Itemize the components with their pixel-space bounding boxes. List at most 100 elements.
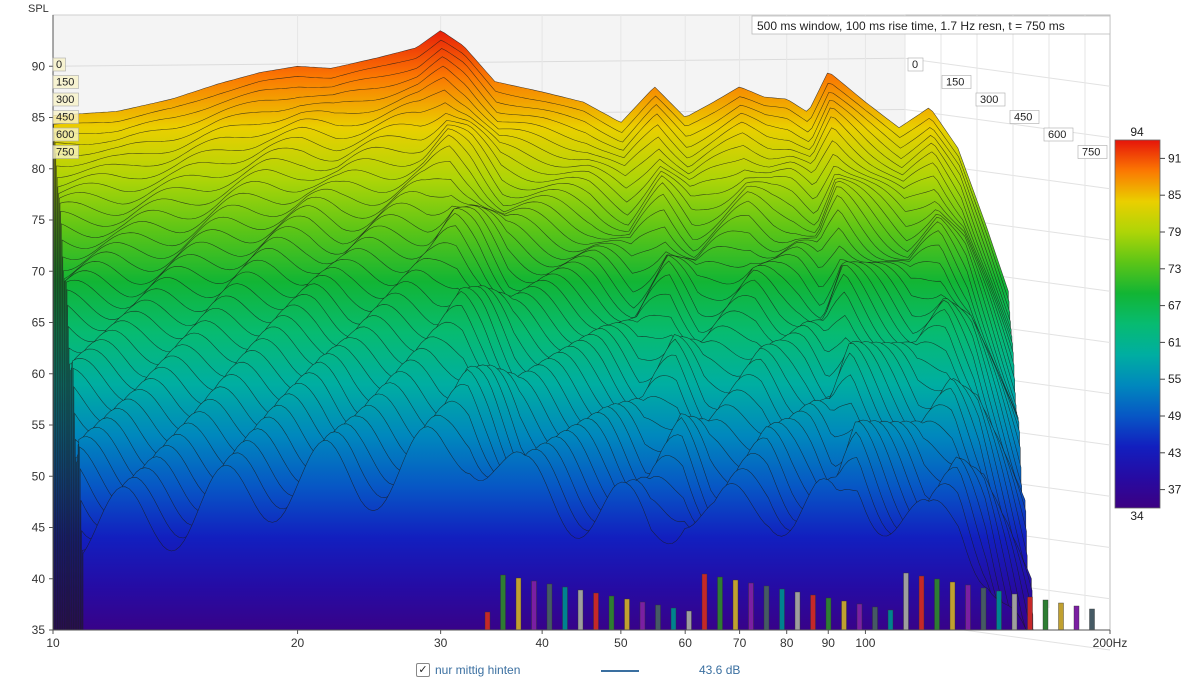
marker-bar (670, 607, 677, 631)
time-tick-box-left (52, 57, 66, 72)
marker-bar (918, 575, 925, 631)
legend: ✓ nur mittig hinten 43.6 dB (0, 660, 1200, 682)
time-tick-box-left (52, 75, 79, 89)
time-tick-label-left: 300 (56, 94, 74, 106)
marker-bar (608, 595, 615, 631)
marker-bar (903, 572, 909, 631)
marker-bar (934, 578, 940, 631)
marker-bar (825, 597, 832, 631)
marker-bar (856, 603, 863, 631)
time-tick-label-right: 450 (1014, 112, 1032, 124)
time-tick-box-left (52, 92, 79, 107)
legend-line-swatch (601, 670, 639, 672)
y-tick-label: 60 (32, 367, 46, 381)
marker-bar (639, 601, 646, 631)
marker-bar (500, 574, 506, 631)
marker-bar (841, 600, 847, 631)
colorbar-tick-label: 91 (1168, 151, 1182, 165)
colorbar-tick-label: 73 (1168, 262, 1182, 276)
time-tick-box-right (1043, 127, 1074, 142)
x-tick-label: 20 (291, 636, 305, 650)
legend-series-name: nur mittig hinten (435, 663, 521, 677)
time-tick-label-right: 750 (1082, 147, 1100, 159)
time-tick-box-right (975, 92, 1006, 107)
y-tick-label: 90 (32, 59, 46, 73)
marker-bar (996, 590, 1002, 631)
y-tick-label: 65 (32, 316, 46, 330)
y-tick-label: 80 (32, 162, 46, 176)
x-tick-label: 80 (780, 636, 794, 650)
colorbar-tick-label: 85 (1168, 188, 1182, 202)
legend-checkbox[interactable]: ✓ (416, 663, 430, 677)
x-tick-label: 10 (46, 636, 60, 650)
colorbar-tick-label: 61 (1168, 335, 1182, 349)
marker-bar (732, 579, 739, 631)
time-tick-box-right (941, 75, 972, 89)
x-tick-label: 60 (679, 636, 693, 650)
x-tick-label: 200Hz (1093, 636, 1128, 650)
marker-bar (546, 583, 553, 631)
y-tick-label: 85 (32, 111, 46, 125)
y-tick-label: 40 (32, 572, 46, 586)
time-tick-label-left: 0 (56, 59, 62, 71)
marker-bar (748, 582, 754, 631)
marker-bar (887, 609, 894, 631)
marker-bar (763, 585, 770, 631)
time-tick-label-left: 750 (56, 147, 74, 159)
marker-bar (779, 588, 785, 631)
x-tick-label: 100 (855, 636, 875, 650)
waterfall-slice (82, 426, 1039, 631)
marker-bar (794, 591, 801, 631)
time-tick-box-right (1077, 145, 1108, 159)
marker-bar (949, 581, 956, 631)
marker-bar (872, 606, 878, 631)
colorbar-tick-label: 67 (1168, 299, 1182, 313)
marker-bar (1058, 602, 1064, 631)
grid-line-h (52, 57, 906, 67)
chart-title: 500 ms window, 100 ms rise time, 1.7 Hz … (757, 19, 1065, 33)
marker-bar (1011, 593, 1018, 631)
colorbar-tick-label: 43 (1168, 446, 1182, 460)
time-tick-box-left (52, 145, 79, 159)
time-tick-box-left (52, 127, 79, 142)
x-tick-label: 50 (614, 636, 628, 650)
marker-bar (624, 598, 630, 631)
time-tick-label-left: 600 (56, 129, 74, 141)
legend-value: 43.6 dB (699, 663, 741, 677)
time-tick-box-right (1009, 110, 1040, 124)
grid-line-side (904, 109, 1111, 138)
colorbar-tick-label: 55 (1168, 372, 1182, 386)
time-tick-label-right: 0 (912, 59, 918, 71)
marker-bar (655, 604, 661, 631)
colorbar-tick-label: 49 (1168, 409, 1182, 423)
marker-bar (1027, 596, 1033, 631)
y-tick-label: 70 (32, 264, 46, 278)
marker-bar (965, 584, 971, 631)
y-tick-label: 50 (32, 469, 46, 483)
marker-bar (531, 580, 537, 631)
x-tick-label: 70 (733, 636, 747, 650)
time-tick-label-left: 150 (56, 77, 74, 89)
marker-bar (577, 589, 584, 631)
x-tick-label: 90 (822, 636, 836, 650)
marker-bar (1089, 608, 1095, 631)
x-tick-label: 30 (434, 636, 448, 650)
marker-bar (484, 611, 491, 631)
marker-bar (686, 610, 692, 631)
marker-bar (562, 586, 568, 631)
y-tick-label: 45 (32, 521, 46, 535)
marker-bar (1073, 605, 1080, 631)
marker-bar (701, 573, 708, 631)
marker-bar (980, 587, 987, 631)
colorbar-tick-label: 79 (1168, 225, 1182, 239)
y-tick-label: 35 (32, 623, 46, 637)
time-tick-label-right: 300 (980, 94, 998, 106)
marker-bar (593, 592, 599, 631)
marker-bar (515, 577, 522, 631)
time-tick-label-right: 600 (1048, 129, 1066, 141)
time-tick-box-right (907, 57, 924, 72)
time-tick-label-right: 150 (946, 77, 964, 89)
colorbar-min-label: 34 (1130, 509, 1144, 523)
colorbar-max-label: 94 (1130, 125, 1144, 139)
